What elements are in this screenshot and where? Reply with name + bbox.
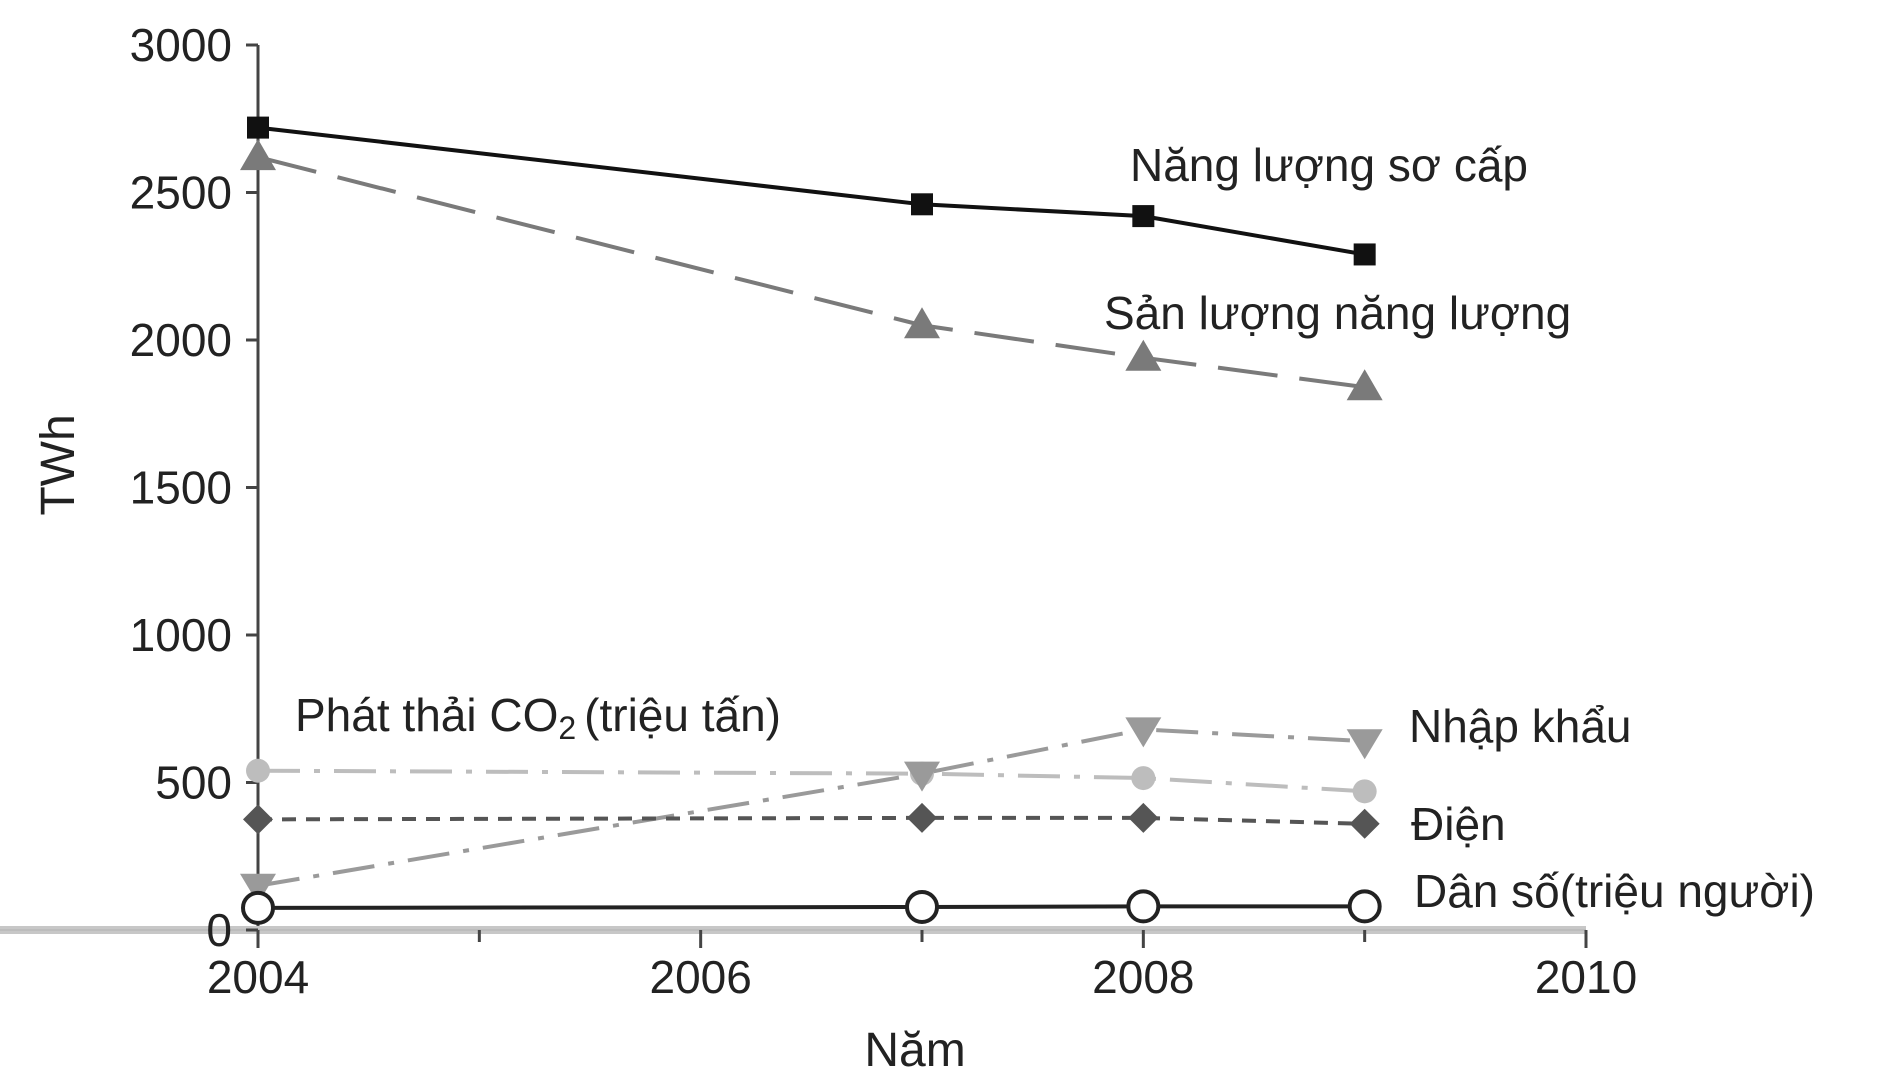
series-line-energy_production <box>257 155 1365 390</box>
series-label-imports: Nhập khẩu <box>1409 700 1632 752</box>
x-tick-label-2008: 2008 <box>1092 951 1194 1003</box>
y-tick-label-1000: 1000 <box>130 609 232 661</box>
marker-primary_energy-0 <box>247 116 269 139</box>
series-line-primary_energy <box>257 125 1366 257</box>
marker-imports-3 <box>1346 729 1383 760</box>
marker-co2-3 <box>1352 779 1377 804</box>
axes: 0 500 1000 1500 2000 2500 3000 2004 2006 2008 2010 <box>0 19 1637 1003</box>
y-tick-label-3000: 3000 <box>130 19 232 71</box>
marker-imports-2 <box>1125 717 1162 748</box>
series-line-imports <box>257 727 1365 888</box>
marker-energy_production-2 <box>1125 339 1162 371</box>
series-line-electricity <box>257 815 1365 826</box>
series-line-co2 <box>257 768 1365 794</box>
x-axis-title: Năm <box>864 1024 965 1077</box>
x-tick-label-2010: 2010 <box>1535 951 1637 1003</box>
y-tick-label-0: 0 <box>206 904 232 956</box>
labels: Năm TWh Năng lượng sơ cấp Sản lượng năng… <box>32 139 1815 1077</box>
series-lines <box>257 125 1366 910</box>
marker-population-1 <box>905 889 939 924</box>
marker-energy_production-1 <box>904 307 940 339</box>
series-label-co2-tail: (triệu tấn) <box>584 689 781 741</box>
marker-co2-2 <box>1131 766 1156 791</box>
marker-electricity-2 <box>1128 802 1159 833</box>
series-label-primary-energy: Năng lượng sơ cấp <box>1130 139 1528 191</box>
series-label-co2-subscript: 2 <box>558 710 576 746</box>
series-markers <box>240 116 1383 925</box>
series-label-co2-main: Phát thải CO <box>295 689 558 741</box>
y-tick-label-2000: 2000 <box>130 314 232 366</box>
marker-imports-0 <box>240 873 276 904</box>
marker-energy_production-3 <box>1346 369 1383 401</box>
series-label-co2: Phát thải CO2 (triệu tấn) <box>295 689 781 746</box>
series-label-electricity: Điện <box>1411 798 1506 850</box>
marker-co2-0 <box>246 758 270 783</box>
marker-imports-1 <box>904 761 940 792</box>
marker-primary_energy-2 <box>1132 205 1155 228</box>
series-label-population: Dân số(triệu người) <box>1414 865 1815 917</box>
y-axis-title: TWh <box>32 414 85 515</box>
series-line-population <box>257 904 1365 910</box>
marker-primary_energy-3 <box>1353 243 1376 266</box>
marker-electricity-1 <box>907 802 937 833</box>
marker-population-0 <box>241 890 275 925</box>
x-tick-label-2004: 2004 <box>207 951 309 1003</box>
marker-electricity-3 <box>1349 808 1380 839</box>
marker-population-3 <box>1347 889 1382 924</box>
marker-electricity-0 <box>243 804 273 835</box>
y-tick-label-2500: 2500 <box>130 167 232 219</box>
marker-primary_energy-1 <box>911 193 933 216</box>
y-tick-label-500: 500 <box>155 757 232 809</box>
marker-energy_production-0 <box>240 139 276 171</box>
marker-population-2 <box>1126 889 1161 924</box>
series-label-energy-production: Sản lượng năng lượng <box>1104 287 1571 339</box>
x-tick-label-2006: 2006 <box>649 951 751 1003</box>
y-tick-label-1500: 1500 <box>130 462 232 514</box>
